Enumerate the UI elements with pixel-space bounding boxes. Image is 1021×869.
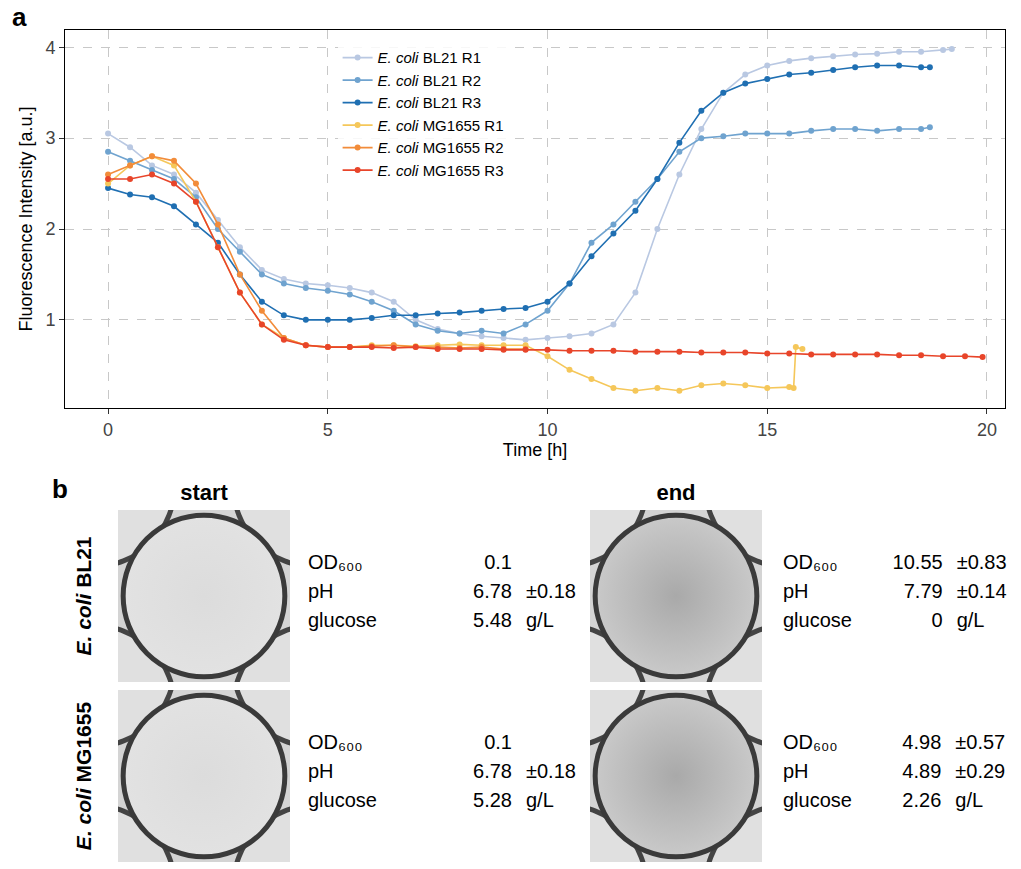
html-text:4.98: 4.98 — [902, 731, 942, 753]
svg-text:Time [h]: Time [h] — [503, 440, 567, 460]
html-text:E. coli: E. coli — [72, 593, 95, 656]
svg-text:5: 5 — [323, 420, 333, 440]
svg-text:2: 2 — [45, 219, 55, 239]
html-text:5.28: 5.28 — [473, 789, 512, 811]
html-text:pH: pH — [783, 580, 809, 602]
html-text:MG1655: MG1655 — [72, 701, 95, 789]
html-text:glucose: glucose — [308, 789, 377, 811]
html-text:glucose: glucose — [783, 609, 852, 631]
html-text:2.26: 2.26 — [902, 789, 942, 811]
html-text:5.48: 5.48 — [473, 609, 512, 631]
html-text:7.79: 7.79 — [903, 580, 943, 602]
svg-text:E. coli BL21 R2: E. coli BL21 R2 — [378, 72, 481, 89]
html-text:a: a — [12, 2, 27, 32]
html-text:glucose: glucose — [308, 609, 377, 631]
html-text:0.1: 0.1 — [484, 731, 512, 753]
html-text:10.55: 10.55 — [892, 551, 943, 573]
svg-text:4: 4 — [45, 38, 55, 58]
svg-text:0: 0 — [103, 420, 113, 440]
svg-text:10: 10 — [538, 420, 558, 440]
html-text:±0.83: ±0.83 — [956, 551, 1007, 573]
html-text:g/L: g/L — [956, 609, 985, 631]
html-text:6.78: 6.78 — [473, 580, 512, 602]
svg-text:Fluorescence Intensity [a.u.]: Fluorescence Intensity [a.u.] — [16, 106, 36, 331]
html-text:±0.29: ±0.29 — [955, 760, 1006, 782]
html-text:0.1: 0.1 — [484, 551, 512, 573]
html-text:E. coli: E. coli — [72, 788, 95, 851]
html-text:±0.57: ±0.57 — [955, 731, 1006, 753]
html-text:end: end — [656, 480, 696, 505]
html-text:g/L: g/L — [526, 789, 554, 811]
html-text:4.89: 4.89 — [902, 760, 942, 782]
svg-text:3: 3 — [45, 128, 55, 148]
html-text:start: start — [180, 480, 228, 505]
html-text:OD₆₀₀: OD₆₀₀ — [308, 731, 363, 753]
html-text:pH: pH — [308, 760, 334, 782]
html-text:±0.18: ±0.18 — [526, 580, 576, 602]
svg-text:20: 20 — [977, 420, 997, 440]
html-text:±0.14: ±0.14 — [956, 580, 1007, 602]
html-text:0: 0 — [931, 609, 943, 631]
html-text:g/L: g/L — [526, 609, 554, 631]
html-text:OD₆₀₀: OD₆₀₀ — [783, 551, 838, 573]
svg-text:1: 1 — [45, 310, 55, 330]
html-text:pH: pH — [783, 760, 809, 782]
html-text:BL21: BL21 — [72, 536, 95, 594]
html-text:±0.18: ±0.18 — [526, 760, 576, 782]
svg-text:E. coli MG1655 R2: E. coli MG1655 R2 — [378, 139, 504, 156]
html-text:glucose: glucose — [783, 789, 852, 811]
html-text:b: b — [52, 474, 68, 504]
svg-text:E. coli BL21 R3: E. coli BL21 R3 — [378, 94, 481, 111]
html-text:6.78: 6.78 — [473, 760, 512, 782]
svg-text:15: 15 — [757, 420, 777, 440]
html-text:OD₆₀₀: OD₆₀₀ — [783, 731, 838, 753]
html-text:OD₆₀₀: OD₆₀₀ — [308, 551, 363, 573]
svg-text:E. coli MG1655 R3: E. coli MG1655 R3 — [378, 162, 504, 179]
html-text:pH: pH — [308, 580, 334, 602]
svg-text:E. coli MG1655 R1: E. coli MG1655 R1 — [378, 117, 504, 134]
html-text:g/L: g/L — [955, 789, 984, 811]
svg-text:E. coli BL21 R1: E. coli BL21 R1 — [378, 49, 481, 66]
